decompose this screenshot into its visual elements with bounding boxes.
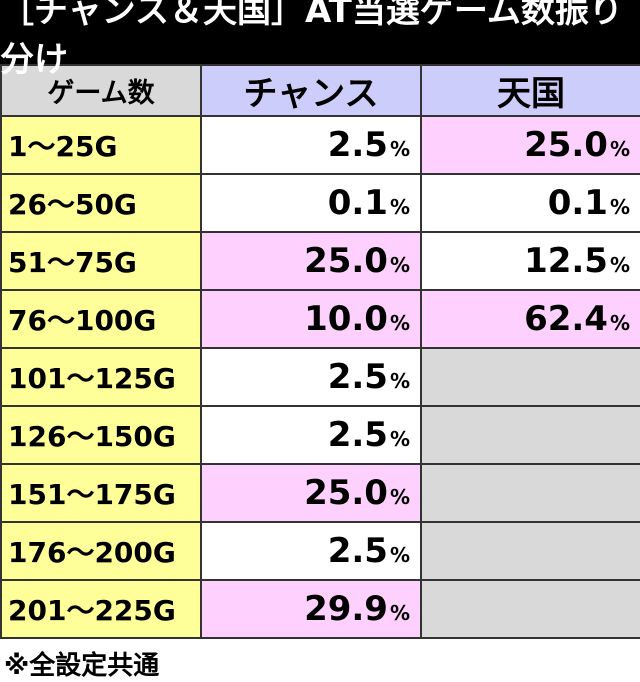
percent-sign: %: [389, 427, 410, 451]
chance-cell: 2.5%: [200, 115, 422, 175]
tengoku-cell: 0.1%: [420, 173, 640, 233]
chance-cell-value: 0.1: [327, 183, 388, 223]
percent-sign: %: [609, 253, 630, 277]
tengoku-cell-value: 0.1: [547, 183, 608, 223]
chance-cell-value: 2.5: [327, 531, 388, 571]
footnote: ※全設定共通: [4, 651, 160, 681]
tengoku-cell: [420, 347, 640, 407]
tengoku-cell: 62.4%: [420, 289, 640, 349]
tengoku-cell-value: 25.0: [524, 125, 608, 165]
chance-cell: 10.0%: [200, 289, 422, 349]
games-range-cell: 201～225G: [0, 579, 202, 639]
games-range-cell: 51～75G: [0, 231, 202, 291]
chance-cell-value: 2.5: [327, 415, 388, 455]
table-row: 101～125G 2.5%: [0, 347, 640, 407]
percent-sign: %: [389, 543, 410, 567]
table-row: 1～25G 2.5% 25.0%: [0, 115, 640, 175]
chance-cell: 29.9%: [200, 579, 422, 639]
tengoku-cell: 12.5%: [420, 231, 640, 291]
games-range-cell: 101～125G: [0, 347, 202, 407]
chance-cell-value: 29.9: [304, 589, 388, 629]
header-tengoku: 天国: [420, 64, 640, 117]
tengoku-cell: [420, 463, 640, 523]
table-row: 76～100G 10.0% 62.4%: [0, 289, 640, 349]
table-row: 151～175G 25.0%: [0, 463, 640, 523]
percent-sign: %: [389, 195, 410, 219]
chance-cell: 2.5%: [200, 405, 422, 465]
chance-cell: 25.0%: [200, 463, 422, 523]
games-range-cell: 176～200G: [0, 521, 202, 581]
percent-sign: %: [389, 311, 410, 335]
tengoku-cell: [420, 521, 640, 581]
tengoku-cell: 25.0%: [420, 115, 640, 175]
percent-sign: %: [389, 485, 410, 509]
percent-sign: %: [389, 253, 410, 277]
chance-cell-value: 2.5: [327, 125, 388, 165]
percent-sign: %: [609, 137, 630, 161]
chance-cell-value: 25.0: [304, 473, 388, 513]
chance-cell-value: 2.5: [327, 357, 388, 397]
percent-sign: %: [389, 137, 410, 161]
percent-sign: %: [609, 195, 630, 219]
chance-cell: 2.5%: [200, 347, 422, 407]
chance-cell-value: 25.0: [304, 241, 388, 281]
tengoku-cell: [420, 405, 640, 465]
tengoku-cell-value: 62.4: [524, 299, 608, 339]
table-row: 201～225G 29.9%: [0, 579, 640, 639]
chance-cell: 0.1%: [200, 173, 422, 233]
table-row: 51～75G 25.0% 12.5%: [0, 231, 640, 291]
page-title: ［チャンス＆天国］AT当選ゲーム数振り分け: [0, 0, 640, 80]
games-range-cell: 76～100G: [0, 289, 202, 349]
percent-sign: %: [389, 601, 410, 625]
table-row: 126～150G 2.5%: [0, 405, 640, 465]
header-chance: チャンス: [200, 64, 422, 117]
games-range-cell: 1～25G: [0, 115, 202, 175]
games-range-cell: 151～175G: [0, 463, 202, 523]
games-range-cell: 26～50G: [0, 173, 202, 233]
table-row: 26～50G 0.1% 0.1%: [0, 173, 640, 233]
header-games: ゲーム数: [0, 64, 202, 117]
chance-cell: 25.0%: [200, 231, 422, 291]
percent-sign: %: [609, 311, 630, 335]
table-row: 176～200G 2.5%: [0, 521, 640, 581]
distribution-table: ゲーム数 チャンス 天国 1～25G 2.5% 25.0% 26～50G 0.1% 0.1…: [0, 64, 640, 639]
games-range-cell: 126～150G: [0, 405, 202, 465]
tengoku-cell-value: 12.5: [524, 241, 608, 281]
percent-sign: %: [389, 369, 410, 393]
chance-cell: 2.5%: [200, 521, 422, 581]
chance-cell-value: 10.0: [304, 299, 388, 339]
table-header-row: ゲーム数 チャンス 天国: [0, 64, 640, 117]
tengoku-cell: [420, 579, 640, 639]
